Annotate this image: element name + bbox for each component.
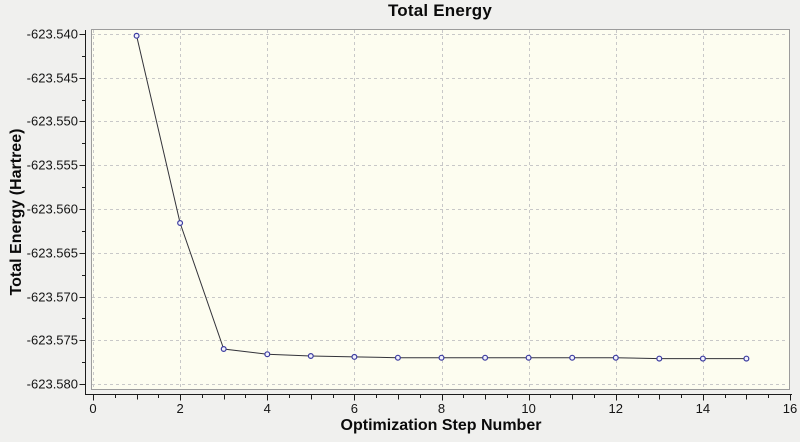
data-point <box>612 354 619 361</box>
x-tick-label: 14 <box>696 401 710 416</box>
data-point <box>307 353 314 360</box>
y-tick-label: -623.570 <box>27 290 78 305</box>
data-point <box>569 354 576 361</box>
y-tick-label: -623.545 <box>27 71 78 86</box>
data-point <box>656 355 663 362</box>
data-point <box>525 354 532 361</box>
y-tick-label: -623.540 <box>27 27 78 42</box>
x-tick-label: 8 <box>438 401 445 416</box>
x-tick-label: 4 <box>264 401 271 416</box>
y-tick-label: -623.575 <box>27 333 78 348</box>
data-point <box>177 220 184 227</box>
y-tick-label: -623.555 <box>27 158 78 173</box>
x-tick-label: 2 <box>177 401 184 416</box>
data-point <box>220 346 227 353</box>
data-point <box>743 355 750 362</box>
y-tick-label: -623.580 <box>27 377 78 392</box>
chart-title: Total Energy <box>387 1 493 20</box>
data-point <box>438 354 445 361</box>
x-tick-label: 10 <box>521 401 535 416</box>
y-tick-label: -623.560 <box>27 202 78 217</box>
data-point <box>699 355 706 362</box>
data-point <box>133 32 140 39</box>
x-tick-label: 16 <box>783 401 797 416</box>
data-point <box>482 354 489 361</box>
x-tick-label: 12 <box>609 401 623 416</box>
x-axis-title: Optimization Step Number <box>340 417 542 434</box>
data-point <box>351 353 358 360</box>
x-tick-label: 0 <box>89 401 96 416</box>
x-tick-label: 6 <box>351 401 358 416</box>
y-tick-label: -623.550 <box>27 114 78 129</box>
y-tick-label: -623.565 <box>27 246 78 261</box>
data-point <box>394 354 401 361</box>
data-point <box>264 351 271 358</box>
axes <box>79 30 792 401</box>
grid <box>92 30 788 388</box>
